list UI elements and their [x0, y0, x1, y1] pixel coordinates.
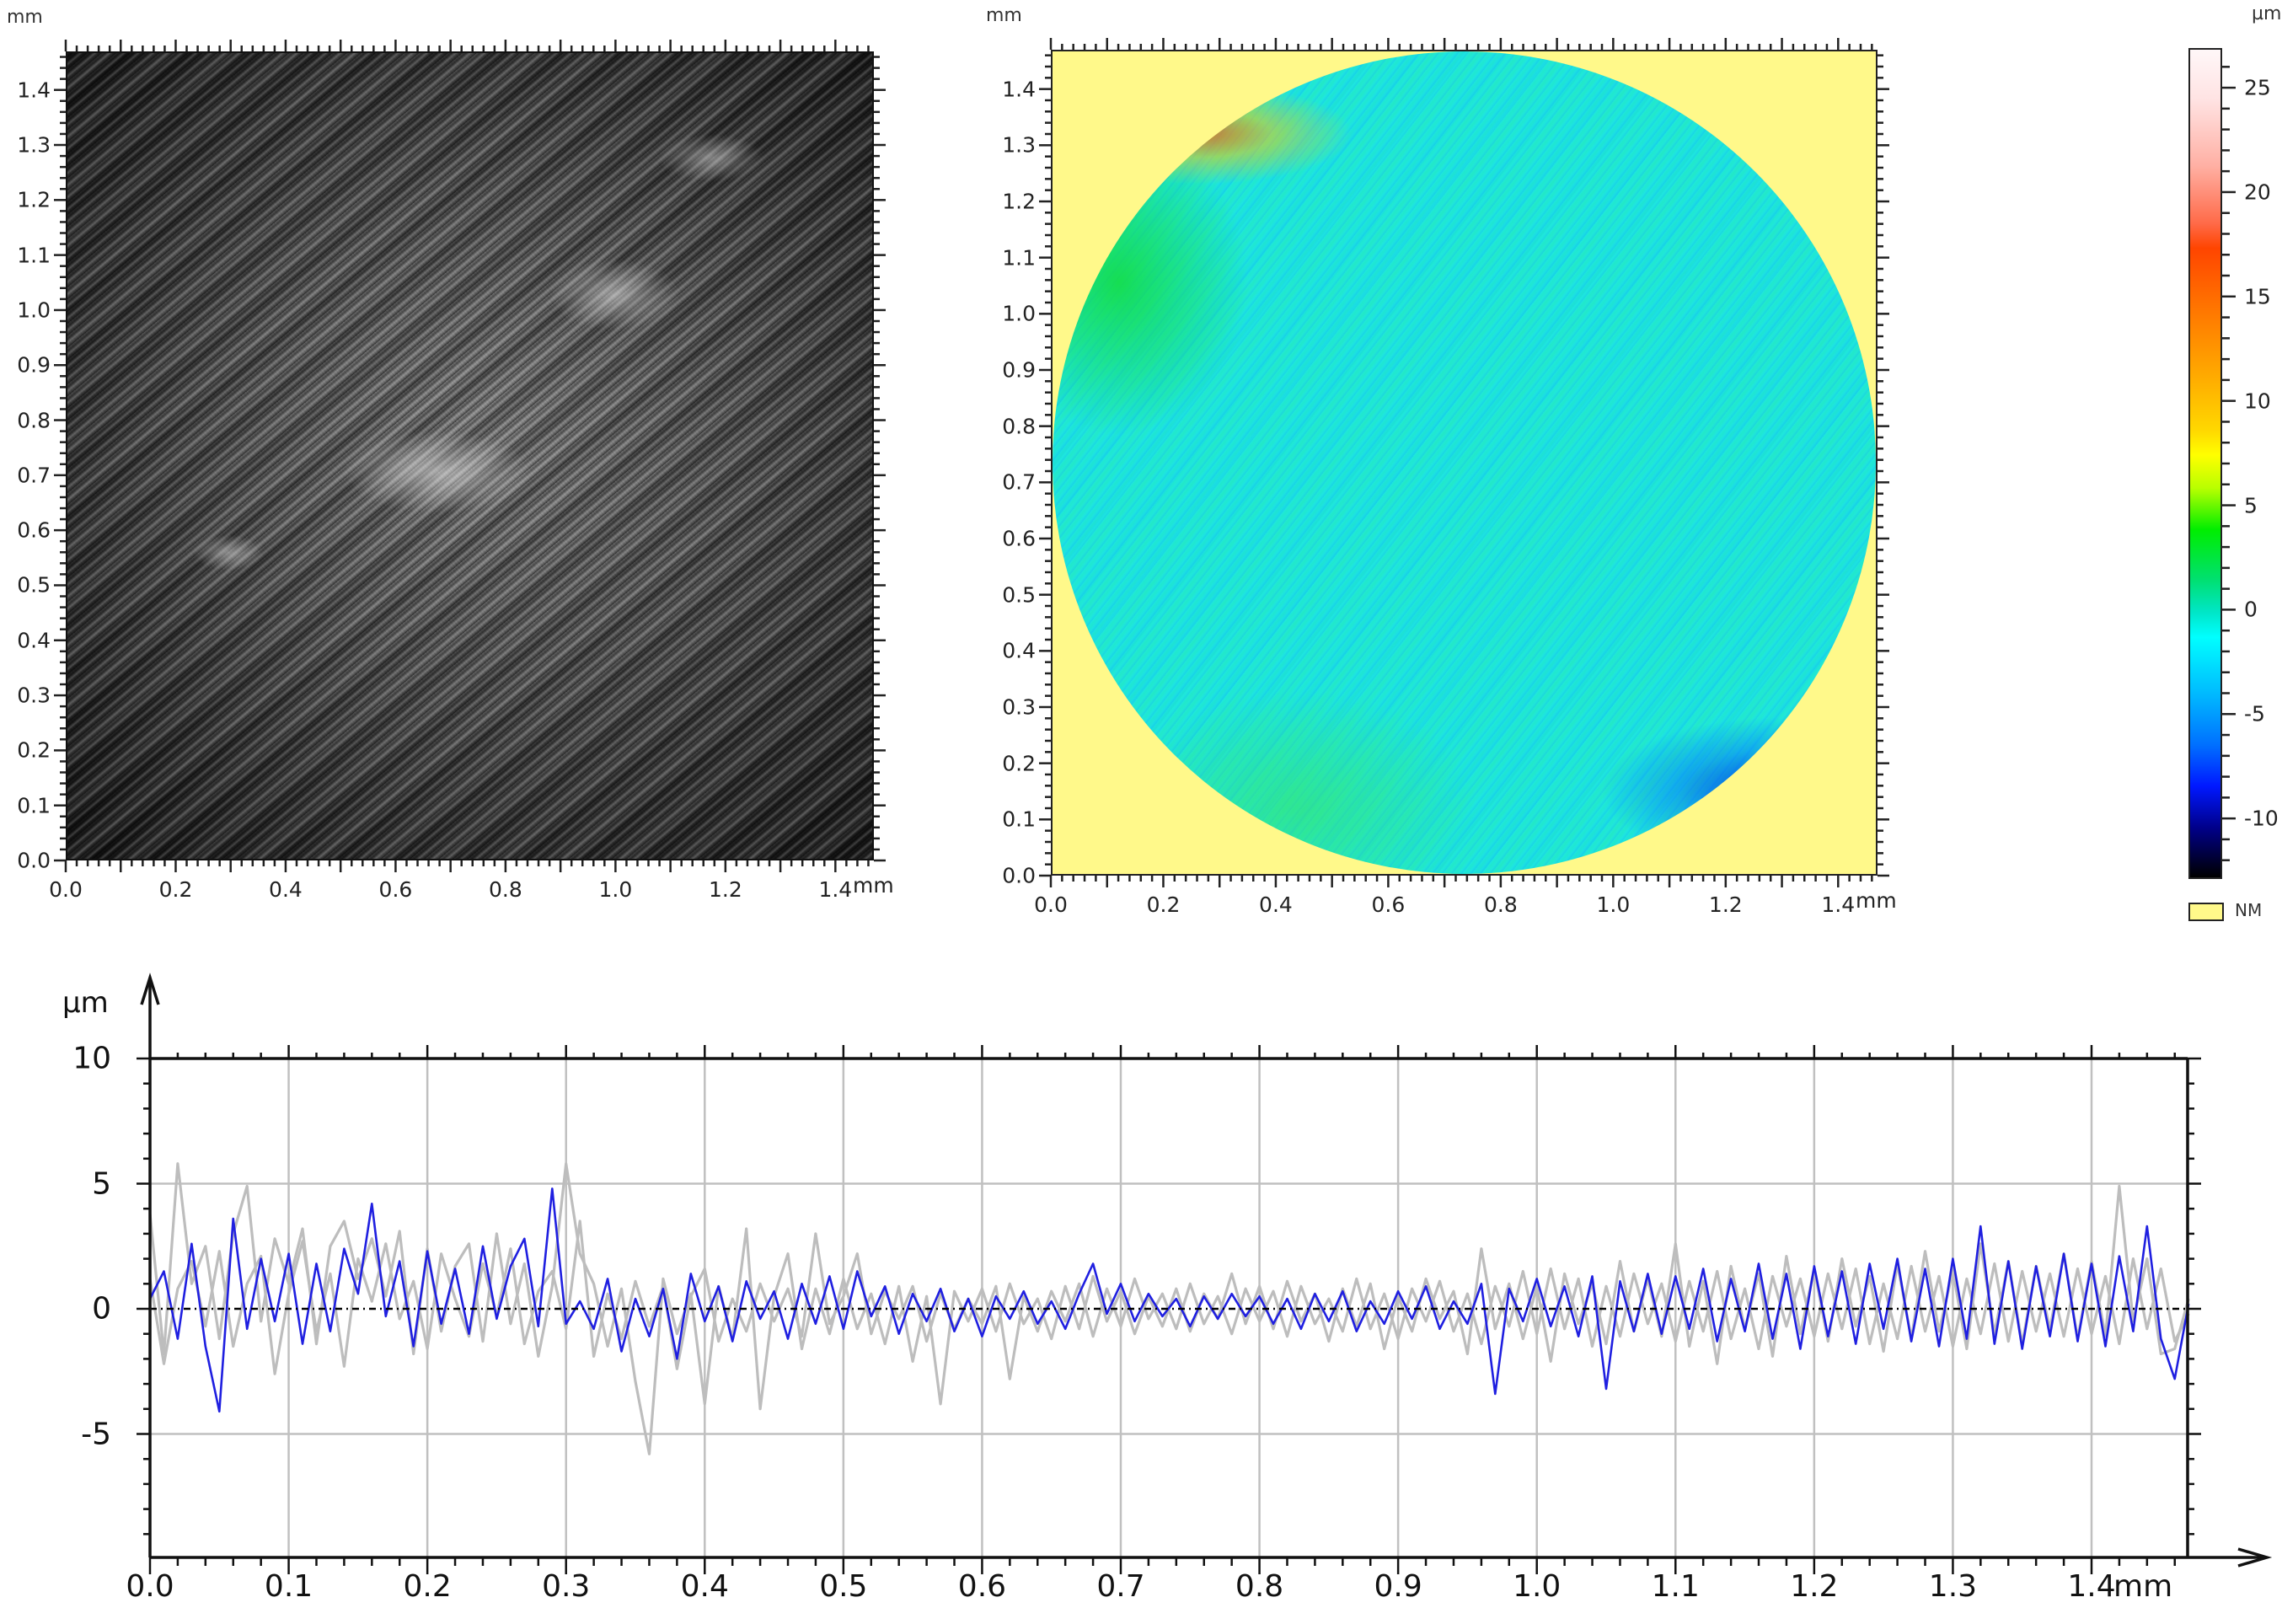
profile-x-tick-label: 0.6 — [957, 1569, 1007, 1604]
colorbar-tick-label: 20 — [2244, 180, 2271, 205]
profile-x-tick-label: 0.7 — [1096, 1569, 1145, 1604]
profile-x-tick-label: 1.1 — [1651, 1569, 1700, 1604]
y-tick-label: 0.9 — [17, 352, 51, 378]
colorbar-tick-label: 5 — [2244, 493, 2258, 518]
profile-y-tick-label: 10 — [72, 1041, 111, 1076]
x-tick-label: 0.4 — [1259, 892, 1293, 917]
y-tick-label: 0.0 — [17, 848, 51, 873]
nm-legend-label: NM — [2235, 900, 2263, 920]
y-tick-label: 0.4 — [17, 628, 51, 653]
y-tick-label: 0.2 — [17, 737, 51, 763]
y-tick-label: 0.4 — [1002, 638, 1036, 663]
nm-legend-swatch — [2188, 903, 2224, 921]
y-tick-label: 1.4 — [17, 78, 51, 103]
measured-area-disc — [1053, 51, 1876, 874]
intensity-x-unit-label: mm — [853, 873, 894, 898]
y-tick-label: 1.1 — [17, 243, 51, 268]
x-tick-label: 1.2 — [708, 877, 742, 902]
profile-x-tick-label: 0.3 — [542, 1569, 591, 1604]
x-tick-label: 0.0 — [49, 877, 83, 902]
profile-x-tick-label: 1.0 — [1513, 1569, 1562, 1604]
colorbar-tick-label: -5 — [2244, 701, 2265, 726]
profile-y-tick-label: -5 — [81, 1417, 111, 1451]
y-tick-label: 0.6 — [17, 517, 51, 543]
x-tick-label: 1.0 — [598, 877, 633, 902]
y-tick-label: 1.4 — [1002, 77, 1036, 102]
colorbar-tick-label: 15 — [2244, 284, 2271, 309]
height-map — [1051, 50, 1878, 876]
y-tick-label: 0.9 — [1002, 357, 1036, 383]
y-tick-label: 0.8 — [1002, 414, 1036, 439]
y-tick-label: 0.1 — [1002, 807, 1036, 832]
profile-gray-2-line — [148, 1219, 2190, 1380]
intensity-y-unit-label: mm — [7, 7, 43, 28]
profile-x-tick-label: 1.3 — [1928, 1569, 1978, 1604]
x-axis-arrow-icon — [2237, 1547, 2273, 1568]
y-tick-label: 0.3 — [17, 683, 51, 708]
profile-blue-line — [148, 1187, 2190, 1413]
colorbar-tick-label: 0 — [2244, 597, 2258, 622]
y-tick-label: 0.2 — [1002, 751, 1036, 776]
profile-x-tick-label: 0.9 — [1374, 1569, 1422, 1604]
y-tick-label: 1.2 — [1002, 189, 1036, 214]
profile-x-tick-label: 0.4 — [680, 1569, 729, 1604]
profile-x-tick-label: 1.2 — [1790, 1569, 1839, 1604]
profile-x-tick-label: 0.0 — [126, 1569, 174, 1604]
y-tick-label: 0.7 — [17, 463, 51, 488]
y-tick-label: 0.7 — [1002, 469, 1036, 495]
profile-x-tick-label: 1.4 — [2067, 1569, 2116, 1604]
x-tick-label: 0.8 — [489, 877, 522, 902]
x-tick-label: 0.0 — [1034, 892, 1068, 917]
profile-x-tick-label: 0.2 — [403, 1569, 452, 1604]
profile-x-tick-label: 0.5 — [819, 1569, 868, 1604]
y-axis-arrow-icon — [140, 973, 160, 1005]
intensity-tick-marks — [54, 40, 886, 872]
y-tick-label: 1.0 — [1002, 301, 1036, 326]
x-tick-label: 0.2 — [1146, 892, 1181, 917]
profile-series — [148, 1162, 2190, 1455]
colorbar-tick-label: 25 — [2244, 75, 2271, 100]
x-tick-label: 0.8 — [1483, 892, 1518, 917]
x-tick-label: 1.4 — [818, 877, 853, 902]
colorbar-tick-marks — [2222, 66, 2236, 861]
intensity-image — [66, 51, 874, 860]
profile-x-tick-label: 0.8 — [1235, 1569, 1284, 1604]
height-map-tick-marks — [1039, 38, 1889, 887]
profile-y-tick-label: 5 — [92, 1166, 111, 1201]
y-tick-label: 0.5 — [17, 572, 51, 598]
profile-axes — [137, 973, 2273, 1574]
x-tick-label: 0.2 — [158, 877, 193, 902]
height-map-y-unit-label: mm — [986, 5, 1022, 26]
y-tick-label: 1.2 — [17, 187, 51, 212]
profile-x-unit-label: mm — [2113, 1569, 2173, 1604]
y-tick-label: 1.3 — [17, 132, 51, 158]
y-tick-label: 1.3 — [1002, 132, 1036, 158]
y-tick-label: 1.1 — [1002, 245, 1036, 271]
y-tick-label: 0.3 — [1002, 694, 1036, 720]
y-tick-label: 0.8 — [17, 408, 51, 433]
x-tick-label: 1.0 — [1596, 892, 1631, 917]
x-tick-label: 1.4 — [1821, 892, 1856, 917]
profile-x-tick-label: 0.1 — [264, 1569, 313, 1604]
x-tick-label: 0.6 — [378, 877, 413, 902]
y-tick-label: 0.1 — [17, 793, 51, 818]
profile-y-tick-label: 0 — [92, 1291, 111, 1327]
profile-y-unit-label: µm — [62, 986, 109, 1020]
y-tick-label: 0.6 — [1002, 526, 1036, 551]
colorbar — [2188, 48, 2222, 879]
y-tick-label: 0.0 — [1002, 863, 1036, 888]
colorbar-unit-label: µm — [2252, 3, 2282, 24]
colorbar-tick-label: -10 — [2244, 806, 2279, 831]
height-map-x-unit-label: mm — [1856, 888, 1897, 913]
x-tick-label: 0.6 — [1371, 892, 1406, 917]
colorbar-tick-label: 10 — [2244, 389, 2271, 414]
x-tick-label: 1.2 — [1708, 892, 1743, 917]
x-tick-label: 0.4 — [269, 877, 303, 902]
y-tick-label: 0.5 — [1002, 582, 1036, 608]
y-tick-label: 1.0 — [17, 297, 51, 323]
